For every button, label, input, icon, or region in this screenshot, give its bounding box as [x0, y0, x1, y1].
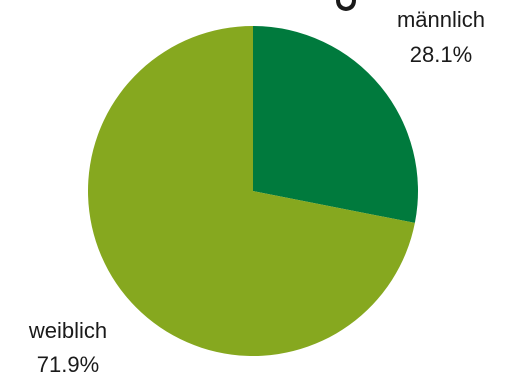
slice-label-name: weiblich [28, 318, 107, 343]
pie-slices [87, 26, 418, 356]
slice-label-name: männlich [397, 7, 485, 32]
slice-label-value: 71.9% [37, 352, 99, 376]
slice-label-value: 28.1% [410, 42, 472, 67]
pie-slice [253, 26, 418, 223]
pie-slice [87, 26, 415, 356]
label-mannlich: männlich 28.1% [397, 7, 485, 67]
label-weiblich: weiblich 71.9% [28, 318, 107, 376]
clipped-text-fragment [336, 0, 356, 11]
